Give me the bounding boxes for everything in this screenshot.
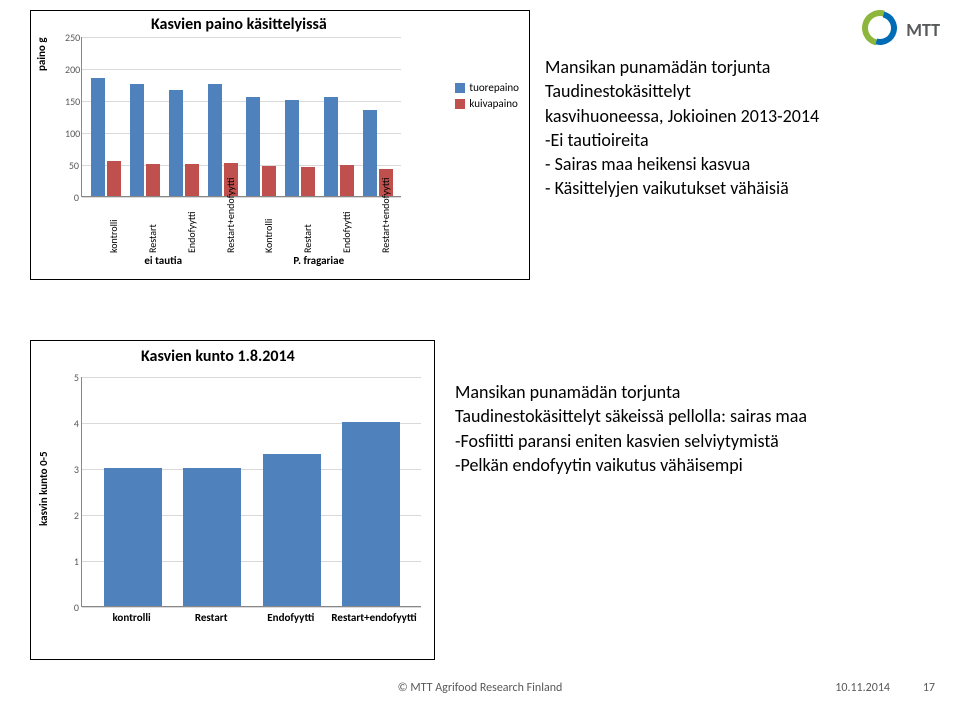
footer-copyright: © MTT Agrifood Research Finland (398, 681, 563, 695)
xtick-label: Endofyytti (340, 212, 353, 253)
text-line: Taudinestokäsittelyt (545, 79, 940, 103)
chart-kasvien-paino: Kasvien paino käsittelyissä paino g tuor… (30, 10, 530, 280)
text-line: Mansikan punamädän torjunta (545, 55, 940, 79)
chart-ylabel: kasvin kunto 0-5 (37, 451, 50, 526)
xtick-label: Kontrolli (262, 219, 275, 253)
bar (340, 165, 354, 196)
xtick-label: Endofyytti (252, 611, 330, 624)
text-line: kasvihuoneessa, Jokioinen 2013-2014 (545, 104, 940, 128)
chart-legend: tuorepaino kuivapaino (455, 81, 519, 113)
xtick-label: Restart (146, 224, 159, 253)
footer-date: 10.11.2014 (835, 681, 890, 695)
chart-ylabel: paino g (35, 37, 48, 71)
xtick-label: Restart+endofyytti (331, 611, 409, 624)
xtick-label: Endofyytti (185, 212, 198, 253)
xtick-label: Restart (301, 224, 314, 253)
legend-swatch (455, 99, 465, 109)
chart-title: Kasvien kunto 1.8.2014 (141, 347, 295, 366)
legend-item: kuivapaino (455, 97, 519, 110)
bar (91, 78, 105, 196)
chart-plot-area (81, 377, 421, 607)
bar (301, 167, 315, 196)
bar (185, 164, 199, 196)
legend-label: kuivapaino (469, 97, 517, 110)
text-line: Taudinestokäsittelyt säkeissä pellolla: … (455, 404, 935, 428)
bar (342, 422, 400, 606)
bar (262, 166, 276, 196)
chart-kasvien-kunto: Kasvien kunto 1.8.2014 kasvin kunto 0-5 … (30, 340, 435, 660)
bar (285, 100, 299, 196)
mtt-logo: MTT (862, 10, 940, 50)
legend-swatch (455, 83, 465, 93)
bar (107, 161, 121, 196)
chart-title: Kasvien paino käsittelyissä (151, 15, 327, 34)
text-block-top: Mansikan punamädän torjuntaTaudinestokäs… (545, 55, 940, 201)
footer-page: 17 (923, 681, 935, 695)
text-block-bottom: Mansikan punamädän torjuntaTaudinestokäs… (455, 380, 935, 477)
bar (263, 454, 321, 606)
bar (169, 90, 183, 196)
bar (363, 110, 377, 196)
legend-label: tuorepaino (469, 81, 519, 94)
bar (324, 97, 338, 196)
text-line: -Fosfiitti paransi eniten kasvien selviy… (455, 429, 935, 453)
footer: © MTT Agrifood Research Finland 10.11.20… (0, 681, 960, 695)
group-label: ei tautia (90, 254, 237, 267)
logo-icon (862, 10, 902, 50)
text-line: - Käsittelyjen vaikutukset vähäisiä (545, 176, 940, 200)
xtick-label: Restart+endofyytti (379, 178, 392, 253)
xtick-label: Restart (172, 611, 250, 624)
xtick-label: kontrolli (107, 220, 120, 253)
bar (246, 97, 260, 196)
bar (104, 468, 162, 606)
logo-text: MTT (906, 19, 940, 41)
text-line: -Pelkän endofyytin vaikutus vähäisempi (455, 453, 935, 477)
bar (146, 164, 160, 196)
bar (208, 84, 222, 196)
chart-plot-area (81, 37, 401, 197)
text-line: -Ei tautioireita (545, 128, 940, 152)
bar (130, 84, 144, 196)
bar (183, 468, 241, 606)
text-line: Mansikan punamädän torjunta (455, 380, 935, 404)
group-label: P. fragariae (245, 254, 392, 267)
xtick-label: kontrolli (93, 611, 171, 624)
text-line: - Sairas maa heikensi kasvua (545, 152, 940, 176)
xtick-label: Restart+endofyytti (224, 178, 237, 253)
legend-item: tuorepaino (455, 81, 519, 94)
